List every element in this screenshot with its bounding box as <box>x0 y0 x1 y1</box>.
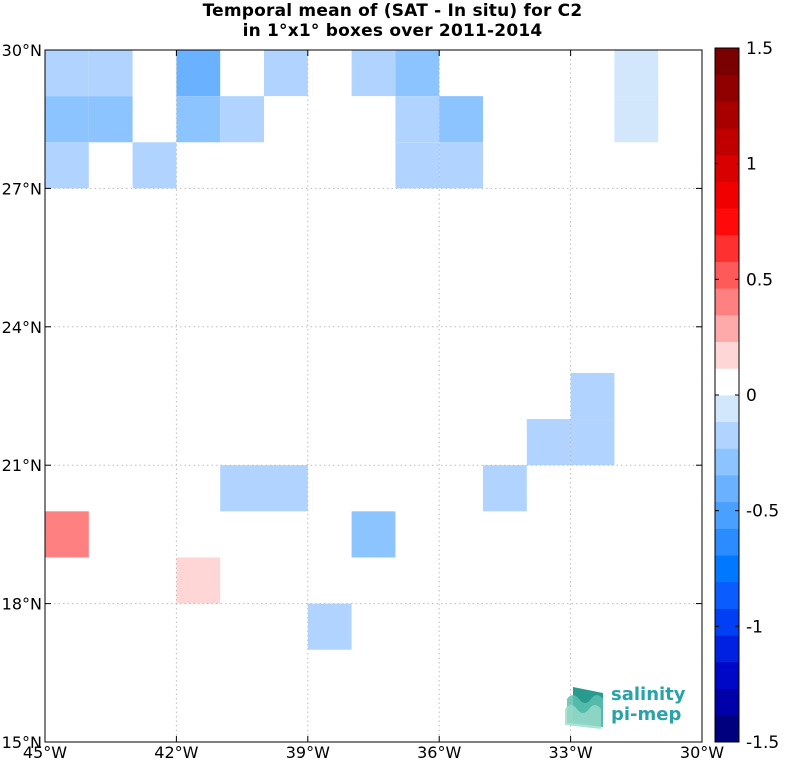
salinity-pi-mep-logo: salinity pi-mep <box>563 683 693 733</box>
colorbar-tick-label: -1 <box>746 617 763 637</box>
colorbar-segment <box>715 314 739 343</box>
colorbar-segment <box>715 635 739 663</box>
colorbar-segment <box>715 208 739 236</box>
colorbar-segment <box>715 715 739 743</box>
x-tick-label: 30°W <box>680 743 724 762</box>
heatmap-cell <box>264 50 308 97</box>
colorbar-segment <box>715 475 739 503</box>
y-tick-label: 15°N <box>2 733 42 752</box>
heatmap-cell <box>351 511 396 558</box>
heatmap-cell <box>176 96 221 143</box>
colorbar-segment <box>715 101 739 129</box>
heatmap-cell <box>176 557 221 604</box>
colorbar-segment <box>715 48 739 76</box>
heatmap-cell <box>45 96 89 143</box>
colorbar-segment <box>715 181 739 209</box>
colorbar-segment <box>715 368 739 396</box>
colorbar-segment <box>715 421 739 449</box>
colorbar-segment <box>715 501 739 529</box>
heatmap-cell <box>307 603 352 650</box>
heatmap-cell <box>483 465 527 512</box>
heatmap-cell <box>614 96 659 143</box>
colorbar-segment <box>715 581 739 609</box>
colorbar-tick-label: 1 <box>746 155 757 175</box>
x-tick-label: 45°W <box>23 743 67 762</box>
x-tick-label: 33°W <box>549 743 593 762</box>
y-tick-label: 18°N <box>2 595 42 614</box>
colorbar-segment <box>715 234 739 262</box>
heatmap-cell <box>264 465 308 512</box>
colorbar-segment <box>715 395 739 423</box>
heatmap-cell <box>45 50 89 97</box>
colorbar-segment <box>715 688 739 716</box>
y-tick-label: 30°N <box>2 41 42 60</box>
colorbar-segment <box>715 261 739 289</box>
plot-frame <box>44 49 703 743</box>
heatmap-cell <box>132 142 177 189</box>
heatmap-cell <box>88 50 133 97</box>
colorbar-segment <box>715 528 739 556</box>
logo-text-line1: salinity <box>611 684 686 705</box>
chart-title-line1: Temporal mean of (SAT - In situ) for C2 <box>202 1 583 21</box>
y-tick-label: 24°N <box>2 318 42 337</box>
x-tick-label: 39°W <box>286 743 330 762</box>
heatmap-cell <box>176 50 221 97</box>
heatmap-cell <box>614 50 659 97</box>
heatmap-cell <box>45 511 89 558</box>
heatmap-cell <box>395 50 440 97</box>
y-tick-label: 21°N <box>2 456 42 475</box>
colorbar-segment <box>715 608 739 636</box>
chart-title-line2: in 1°x1° boxes over 2011-2014 <box>242 21 543 41</box>
heatmap-cell <box>45 142 89 189</box>
colorbar-segment <box>715 448 739 476</box>
colorbar-segment <box>715 128 739 156</box>
heatmap-cell <box>526 419 571 466</box>
heatmap-cell <box>395 142 440 189</box>
colorbar-segment <box>715 661 739 690</box>
colorbar-tick-label: 0.5 <box>746 270 773 290</box>
logo-text-line2: pi-mep <box>611 704 682 725</box>
heatmap-cell <box>220 465 264 512</box>
heatmap-cell <box>439 96 483 143</box>
heatmap-cell <box>395 96 440 143</box>
heatmap-cell <box>570 419 615 466</box>
colorbar-segment <box>715 74 739 102</box>
colorbar-tick-label: -0.5 <box>746 502 779 522</box>
x-tick-label: 36°W <box>417 743 461 762</box>
colorbar-segment <box>715 288 739 316</box>
heatmap-cell <box>439 142 483 189</box>
colorbar-tick-label: 0 <box>746 386 757 406</box>
heatmap-cell <box>570 372 615 420</box>
y-tick-label: 27°N <box>2 179 42 198</box>
colorbar-tick-label: -1.5 <box>746 733 779 753</box>
heatmap-cell <box>88 96 133 143</box>
colorbar-segment <box>715 555 739 583</box>
colorbar-tick-label: 1.5 <box>746 39 773 59</box>
x-tick-label: 42°W <box>154 743 198 762</box>
heatmap-cell <box>220 96 264 143</box>
colorbar-segment <box>715 154 739 182</box>
heatmap-cell <box>351 50 396 97</box>
logo-mark-icon <box>565 687 603 729</box>
colorbar-segment <box>715 341 739 369</box>
